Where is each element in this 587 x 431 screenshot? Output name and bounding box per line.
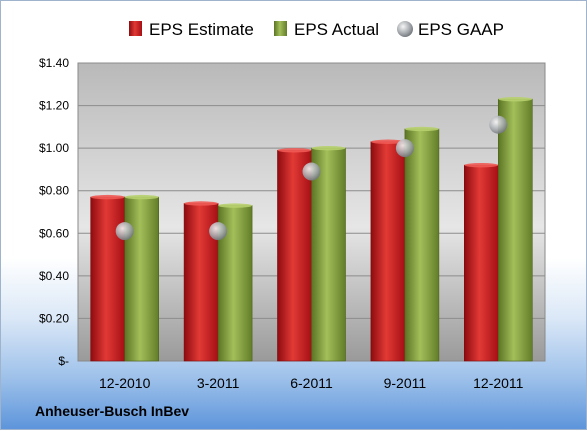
bar-top-highlight — [404, 126, 439, 132]
bar-eps-actual — [497, 98, 533, 362]
x-axis-ticks: 12-2010 3-2011 6-2011 9-2011 12-2011 — [99, 375, 524, 391]
gaap-marker — [395, 139, 414, 158]
legend-swatch — [129, 21, 142, 36]
x-tick-label: 6-2011 — [290, 375, 333, 391]
bar-top-highlight — [218, 203, 253, 208]
bar-eps-estimate — [463, 164, 499, 362]
y-tick-label: $0.20 — [39, 311, 69, 325]
legend-swatch — [274, 21, 287, 36]
gaap-marker — [489, 115, 508, 134]
y-axis-ticks: $- $0.20 $0.40 $0.60 $0.80 $1.00 $1.20 $1.40 — [39, 56, 69, 368]
y-tick-label: $1.40 — [39, 56, 69, 70]
y-tick-label: $1.00 — [39, 141, 69, 155]
company-name: Anheuser-Busch InBev — [35, 403, 190, 419]
x-tick-label: 12-2010 — [99, 375, 151, 391]
gaap-markers — [115, 115, 508, 241]
x-tick-label: 12-2011 — [473, 375, 524, 391]
x-tick-label: 9-2011 — [384, 375, 427, 391]
legend-swatch-gaap — [397, 21, 413, 37]
bar-top-highlight — [311, 145, 346, 151]
x-tick-label: 3-2011 — [197, 375, 240, 391]
legend-label: EPS Estimate — [149, 20, 254, 39]
bar-eps-estimate — [277, 149, 312, 362]
bar-top-highlight — [184, 201, 219, 206]
bar-eps-estimate — [370, 141, 406, 362]
bar-top-highlight — [90, 194, 125, 200]
bar-top-highlight — [277, 148, 312, 153]
y-tick-label: $0.60 — [39, 226, 69, 240]
legend: EPS Estimate EPS Actual EPS GAAP — [129, 20, 504, 39]
y-tick-label: $0.40 — [39, 269, 69, 283]
bar-top-highlight — [370, 139, 405, 144]
bar-top-highlight — [498, 96, 533, 102]
bar-eps-actual — [404, 128, 440, 362]
y-tick-label: $0.80 — [39, 184, 69, 198]
bar-eps-actual — [311, 147, 346, 362]
bar-top-highlight — [124, 194, 159, 200]
bar-eps-estimate — [90, 196, 125, 362]
y-tick-label: $- — [58, 354, 69, 368]
bar-eps-actual — [124, 196, 159, 362]
gaap-marker — [209, 222, 228, 241]
gaap-marker — [115, 222, 134, 241]
y-tick-label: $1.20 — [39, 99, 69, 113]
legend-label: EPS GAAP — [418, 20, 504, 39]
legend-label: EPS Actual — [294, 20, 379, 39]
bar-top-highlight — [464, 162, 499, 168]
gaap-marker — [302, 162, 321, 181]
